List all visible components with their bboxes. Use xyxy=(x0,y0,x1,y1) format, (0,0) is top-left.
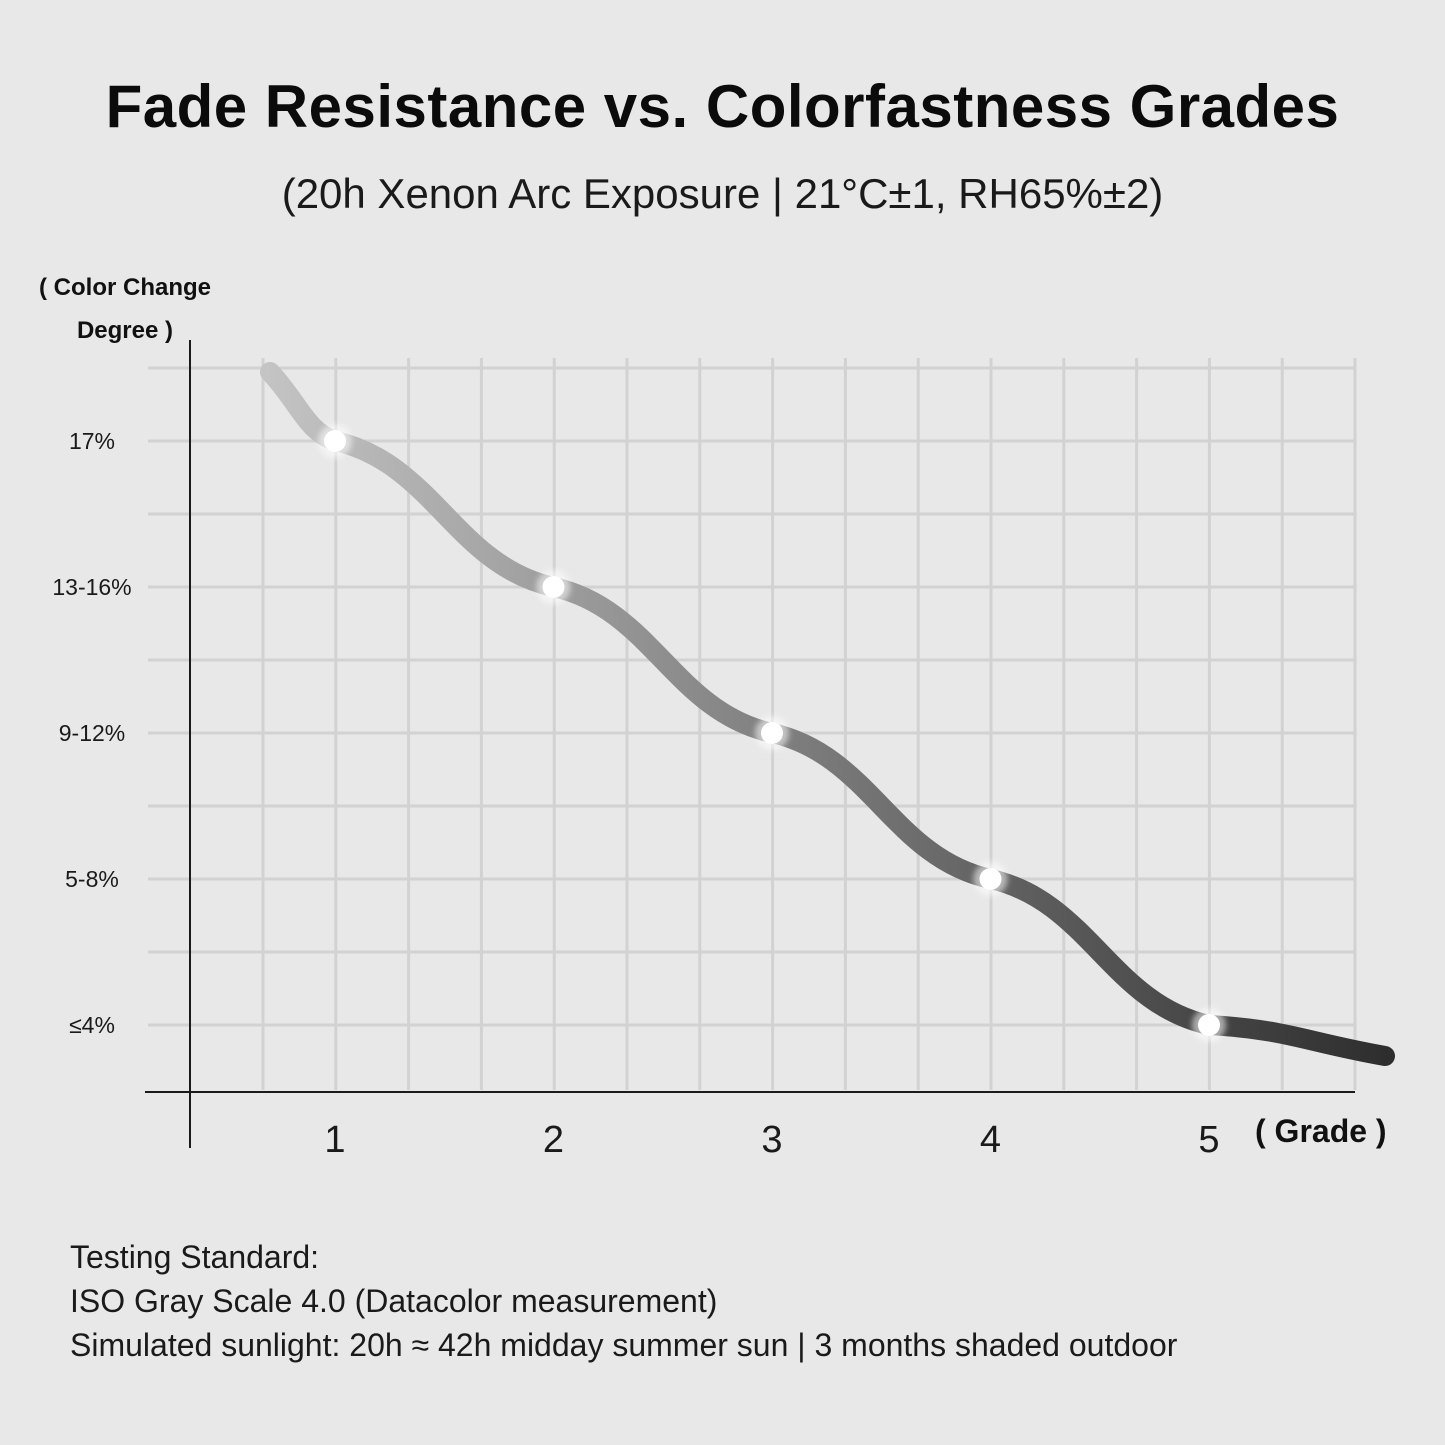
footnote-line-1: Testing Standard: xyxy=(70,1239,320,1275)
axes xyxy=(145,340,1355,1148)
y-tick-label: 17% xyxy=(69,428,115,454)
y-tick-label: 9-12% xyxy=(59,720,125,746)
y-tick-label: 5-8% xyxy=(65,866,119,892)
x-tick-label: 5 xyxy=(1198,1119,1219,1161)
chart-title: Fade Resistance vs. Colorfastness Grades xyxy=(105,73,1340,140)
grid xyxy=(148,358,1357,1090)
x-tick-label: 3 xyxy=(761,1119,782,1161)
data-point xyxy=(324,430,346,452)
x-tick-label: 4 xyxy=(980,1119,1001,1161)
x-tick-label: 1 xyxy=(324,1119,345,1161)
footnote-line-3: Simulated sunlight: 20h ≈ 42h midday sum… xyxy=(70,1327,1178,1363)
footnote: Testing Standard: ISO Gray Scale 4.0 (Da… xyxy=(70,1235,1430,1367)
y-tick-label: ≤4% xyxy=(69,1012,115,1038)
tick-labels: 1 2 3 4 5 17% 13-16% 9-12% 5-8% ≤4% xyxy=(52,428,1219,1161)
data-point xyxy=(761,722,783,744)
marker-layer xyxy=(318,424,1226,1042)
x-axis-title: ( Grade ) xyxy=(1255,1113,1387,1149)
x-tick-label: 2 xyxy=(543,1119,564,1161)
data-point xyxy=(542,576,565,598)
chart-subtitle: (20h Xenon Arc Exposure | 21°C±1, RH65%±… xyxy=(281,170,1164,217)
y-tick-label: 13-16% xyxy=(52,574,131,600)
data-point xyxy=(979,868,1002,890)
footnote-line-2: ISO Gray Scale 4.0 (Datacolor measuremen… xyxy=(70,1283,718,1319)
y-axis-title: ( Color Change Degree ) xyxy=(39,274,211,344)
data-point xyxy=(1198,1014,1220,1036)
